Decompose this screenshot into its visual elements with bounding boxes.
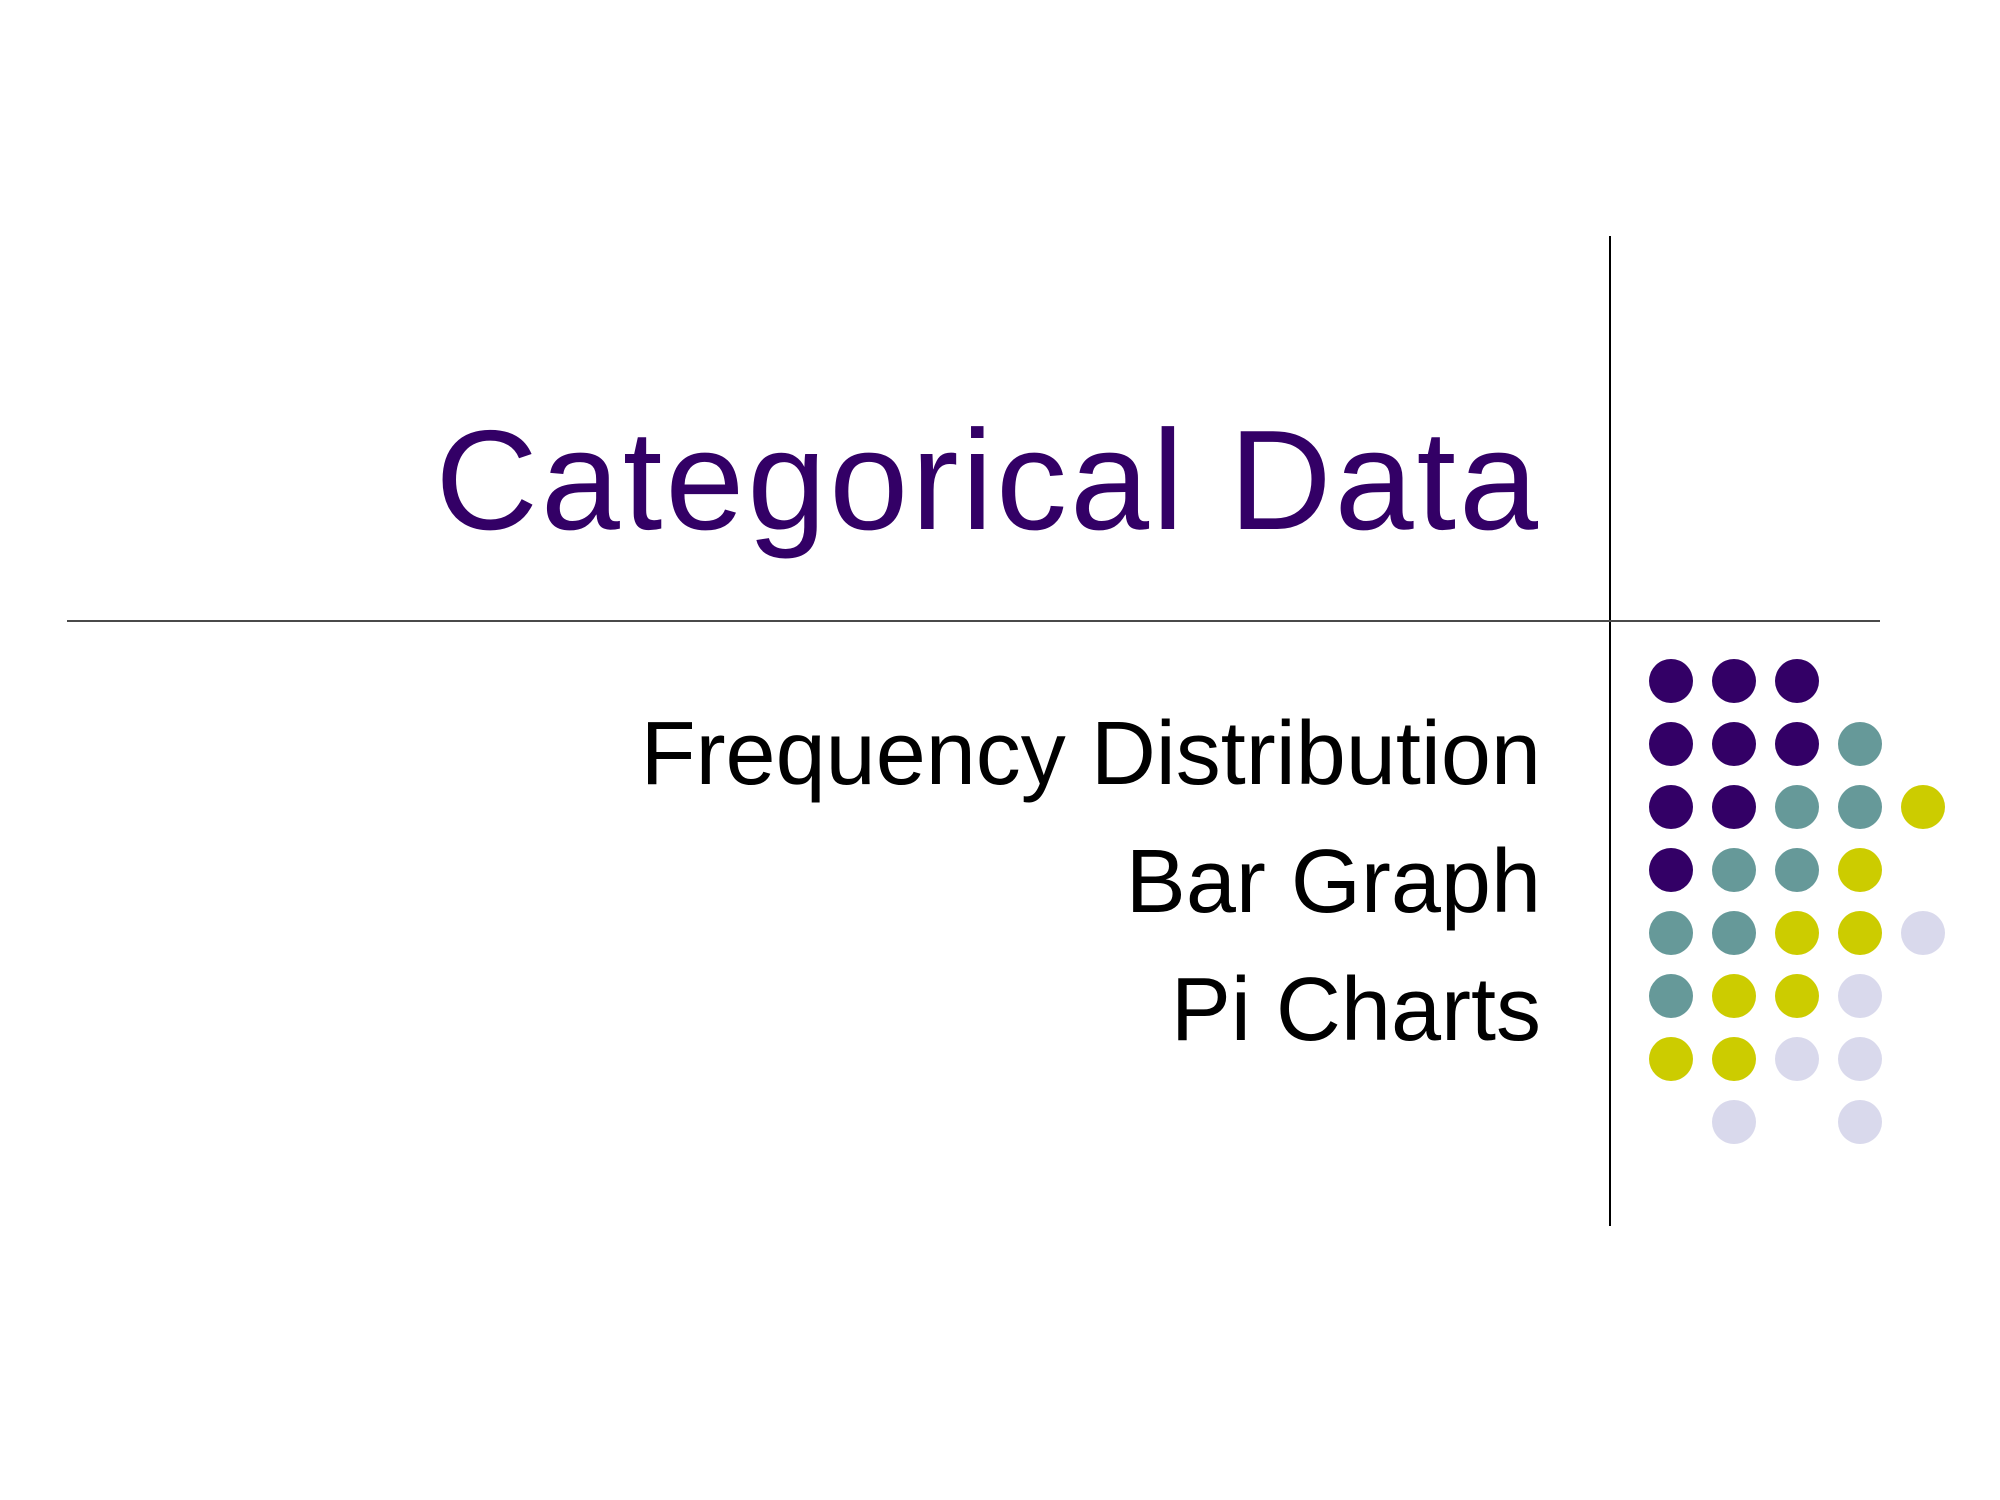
yellow-dot: [1775, 911, 1819, 955]
purple-dot: [1649, 722, 1693, 766]
yellow-dot: [1838, 848, 1882, 892]
teal-dot: [1838, 785, 1882, 829]
purple-dot: [1775, 659, 1819, 703]
lavender-dot: [1838, 974, 1882, 1018]
purple-dot: [1649, 785, 1693, 829]
subtitle-line-pi-charts: Pi Charts: [1170, 960, 1541, 1060]
purple-dot: [1649, 848, 1693, 892]
subtitle-list: Frequency Distribution Bar Graph Pi Char…: [641, 690, 1541, 1074]
horizontal-divider: [67, 620, 1880, 622]
lavender-dot: [1901, 911, 1945, 955]
teal-dot: [1649, 974, 1693, 1018]
lavender-dot: [1838, 1037, 1882, 1081]
purple-dot: [1649, 659, 1693, 703]
lavender-dot: [1712, 1100, 1756, 1144]
purple-dot: [1712, 785, 1756, 829]
yellow-dot: [1775, 974, 1819, 1018]
yellow-dot: [1649, 1037, 1693, 1081]
teal-dot: [1775, 848, 1819, 892]
lavender-dot: [1775, 1037, 1819, 1081]
teal-dot: [1712, 911, 1756, 955]
teal-dot: [1649, 911, 1693, 955]
yellow-dot: [1712, 1037, 1756, 1081]
slide-title: Categorical Data: [435, 401, 1541, 560]
vertical-divider: [1609, 236, 1611, 1226]
teal-dot: [1712, 848, 1756, 892]
purple-dot: [1775, 722, 1819, 766]
subtitle-line-bar-graph: Bar Graph: [1125, 832, 1541, 932]
yellow-dot: [1901, 785, 1945, 829]
purple-dot: [1712, 659, 1756, 703]
yellow-dot: [1712, 974, 1756, 1018]
teal-dot: [1838, 722, 1882, 766]
teal-dot: [1775, 785, 1819, 829]
yellow-dot: [1838, 911, 1882, 955]
purple-dot: [1712, 722, 1756, 766]
lavender-dot: [1838, 1100, 1882, 1144]
subtitle-line-frequency-distribution: Frequency Distribution: [640, 704, 1541, 804]
